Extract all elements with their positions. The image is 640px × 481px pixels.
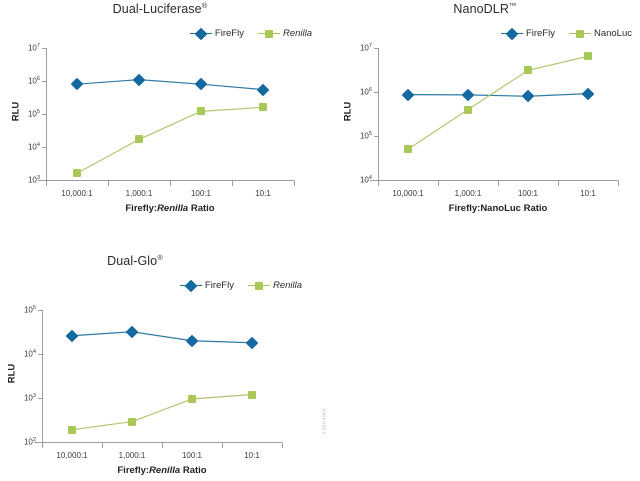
data-point-marker: [404, 145, 412, 154]
legend-label: NanoLuc: [593, 28, 632, 39]
x-axis-title-suffix: Ratio: [180, 465, 207, 476]
y-axis-tick-label: 106: [359, 86, 372, 97]
x-axis-title-nanodlr: Firefly:NanoLuc Ratio: [448, 203, 548, 214]
legend-marker-square-icon: [257, 29, 280, 39]
legend-marker-diamond-icon: [500, 27, 523, 40]
legend-marker-diamond-icon: [179, 279, 202, 292]
legend-item-renilla: Renilla: [257, 28, 312, 39]
data-point-marker: [68, 425, 76, 434]
legend-label: Renilla: [282, 28, 312, 39]
chart-panel-nanodlr: NanoDLR™ FireFly NanoLuc 104 105 106 107 10,…: [330, 0, 640, 240]
chart-title-text: Dual-Luciferase: [112, 2, 202, 16]
data-point-marker: [524, 66, 532, 75]
chart-title-dual-glo: Dual-Glo®: [0, 254, 300, 268]
x-axis-tick-label: 100:1: [190, 189, 212, 198]
x-axis-title-prefix: Firefly:: [125, 203, 158, 214]
chart-panel-dual-glo: Dual-Glo® FireFly Renilla 102 103 104 105 10…: [0, 252, 330, 481]
y-axis-tick-label: 105: [359, 130, 372, 141]
chart-legend-dual-glo: FireFly Renilla: [179, 279, 302, 292]
plot-area-nanodlr: 104 105 106 107 10,000:1 1,000:1 100:1 10:1: [360, 43, 619, 198]
trademark-mark: ™: [508, 0, 517, 10]
x-axis-tick-label: 10,000:1: [56, 451, 88, 460]
registered-mark: ®: [157, 252, 163, 262]
data-point-marker: [584, 52, 592, 61]
legend-marker-diamond-icon: [189, 27, 212, 40]
chart-title-text: NanoDLR: [453, 2, 509, 16]
x-axis-title-italic: Renilla: [157, 203, 189, 214]
y-axis-tick-label: 107: [359, 42, 372, 53]
data-point-marker: [248, 390, 256, 399]
y-axis-tick-label: 105: [23, 304, 36, 315]
y-axis-tick-label: 104: [359, 174, 372, 185]
x-axis-tick-label: 1,000:1: [125, 189, 153, 198]
data-point-marker: [259, 103, 267, 112]
y-axis-tick-label: 103: [27, 174, 40, 185]
y-axis-tick-label: 104: [27, 141, 40, 152]
y-axis-tick-label: 102: [23, 436, 36, 447]
plot-area-dual-glo: 102 103 104 105 10,000:1 1,000:1 100:1 10:1: [24, 305, 283, 460]
registered-mark: ®: [201, 0, 208, 10]
legend-item-nanoluc: NanoLuc: [568, 28, 632, 39]
data-point-marker: [197, 107, 205, 116]
data-point-marker: [73, 169, 81, 178]
legend-item-firefly: FireFly: [189, 27, 244, 40]
x-axis-tick-label: 10,000:1: [61, 189, 93, 198]
y-axis-title-dual-luciferase: RLU: [10, 101, 22, 122]
legend-marker-square-icon: [568, 29, 591, 39]
y-axis-tick-label: 105: [27, 108, 40, 119]
data-point-marker: [188, 394, 196, 403]
y-axis-title-nanodlr: RLU: [342, 101, 354, 122]
legend-label: Renilla: [272, 280, 302, 291]
x-axis-title-suffix: Ratio: [188, 203, 215, 214]
x-axis-tick-label: 10:1: [255, 189, 271, 198]
y-axis-tick-label: 104: [23, 348, 36, 359]
chart-title-dual-luciferase: Dual-Luciferase®: [0, 2, 320, 16]
x-axis-tick-label: 10:1: [244, 451, 260, 460]
y-axis-title-dual-glo: RLU: [6, 363, 18, 384]
chart-title-text: Dual-Glo: [107, 254, 158, 268]
chart-panel-dual-luciferase: Dual-Luciferase® FireFly Renilla 103 104 1…: [0, 0, 320, 240]
x-axis-title-prefix: Firefly:: [117, 465, 150, 476]
y-axis-tick-label: 107: [27, 42, 40, 53]
x-axis-title-dual-glo: Firefly:Renilla Ratio: [42, 465, 282, 476]
data-point-marker: [464, 105, 472, 114]
x-axis-tick-label: 1,000:1: [454, 189, 482, 198]
x-axis-title-italic: Renilla: [149, 465, 181, 476]
x-axis-tick-label: 10,000:1: [392, 189, 424, 198]
x-axis-tick-label: 1,000:1: [118, 451, 146, 460]
legend-label: FireFly: [525, 28, 555, 39]
chart-legend-nanodlr: FireFly NanoLuc: [500, 27, 632, 40]
legend-item-renilla: Renilla: [247, 280, 302, 291]
x-axis-tick-label: 100:1: [181, 451, 203, 460]
legend-label: FireFly: [204, 280, 234, 291]
x-axis-tick-label: 100:1: [517, 189, 539, 198]
legend-label: FireFly: [214, 28, 244, 39]
y-axis-tick-label: 106: [27, 75, 40, 86]
x-axis-title-dual-luciferase: Firefly:Renilla Ratio: [46, 203, 294, 214]
chart-title-nanodlr: NanoDLR™: [330, 2, 640, 16]
data-point-marker: [128, 417, 136, 426]
legend-item-firefly: FireFly: [179, 279, 234, 292]
legend-marker-square-icon: [247, 281, 270, 291]
catalog-code: 13864MA: [322, 408, 328, 435]
plot-area-dual-luciferase: 103 104 105 106 107 10,000:1 1,000:1 100:1 10:1: [28, 43, 295, 198]
legend-item-firefly: FireFly: [500, 27, 555, 40]
chart-legend-dual-luciferase: FireFly Renilla: [189, 27, 312, 40]
x-axis-tick-label: 10:1: [580, 189, 596, 198]
y-axis-tick-label: 103: [23, 392, 36, 403]
data-point-marker: [135, 135, 143, 144]
